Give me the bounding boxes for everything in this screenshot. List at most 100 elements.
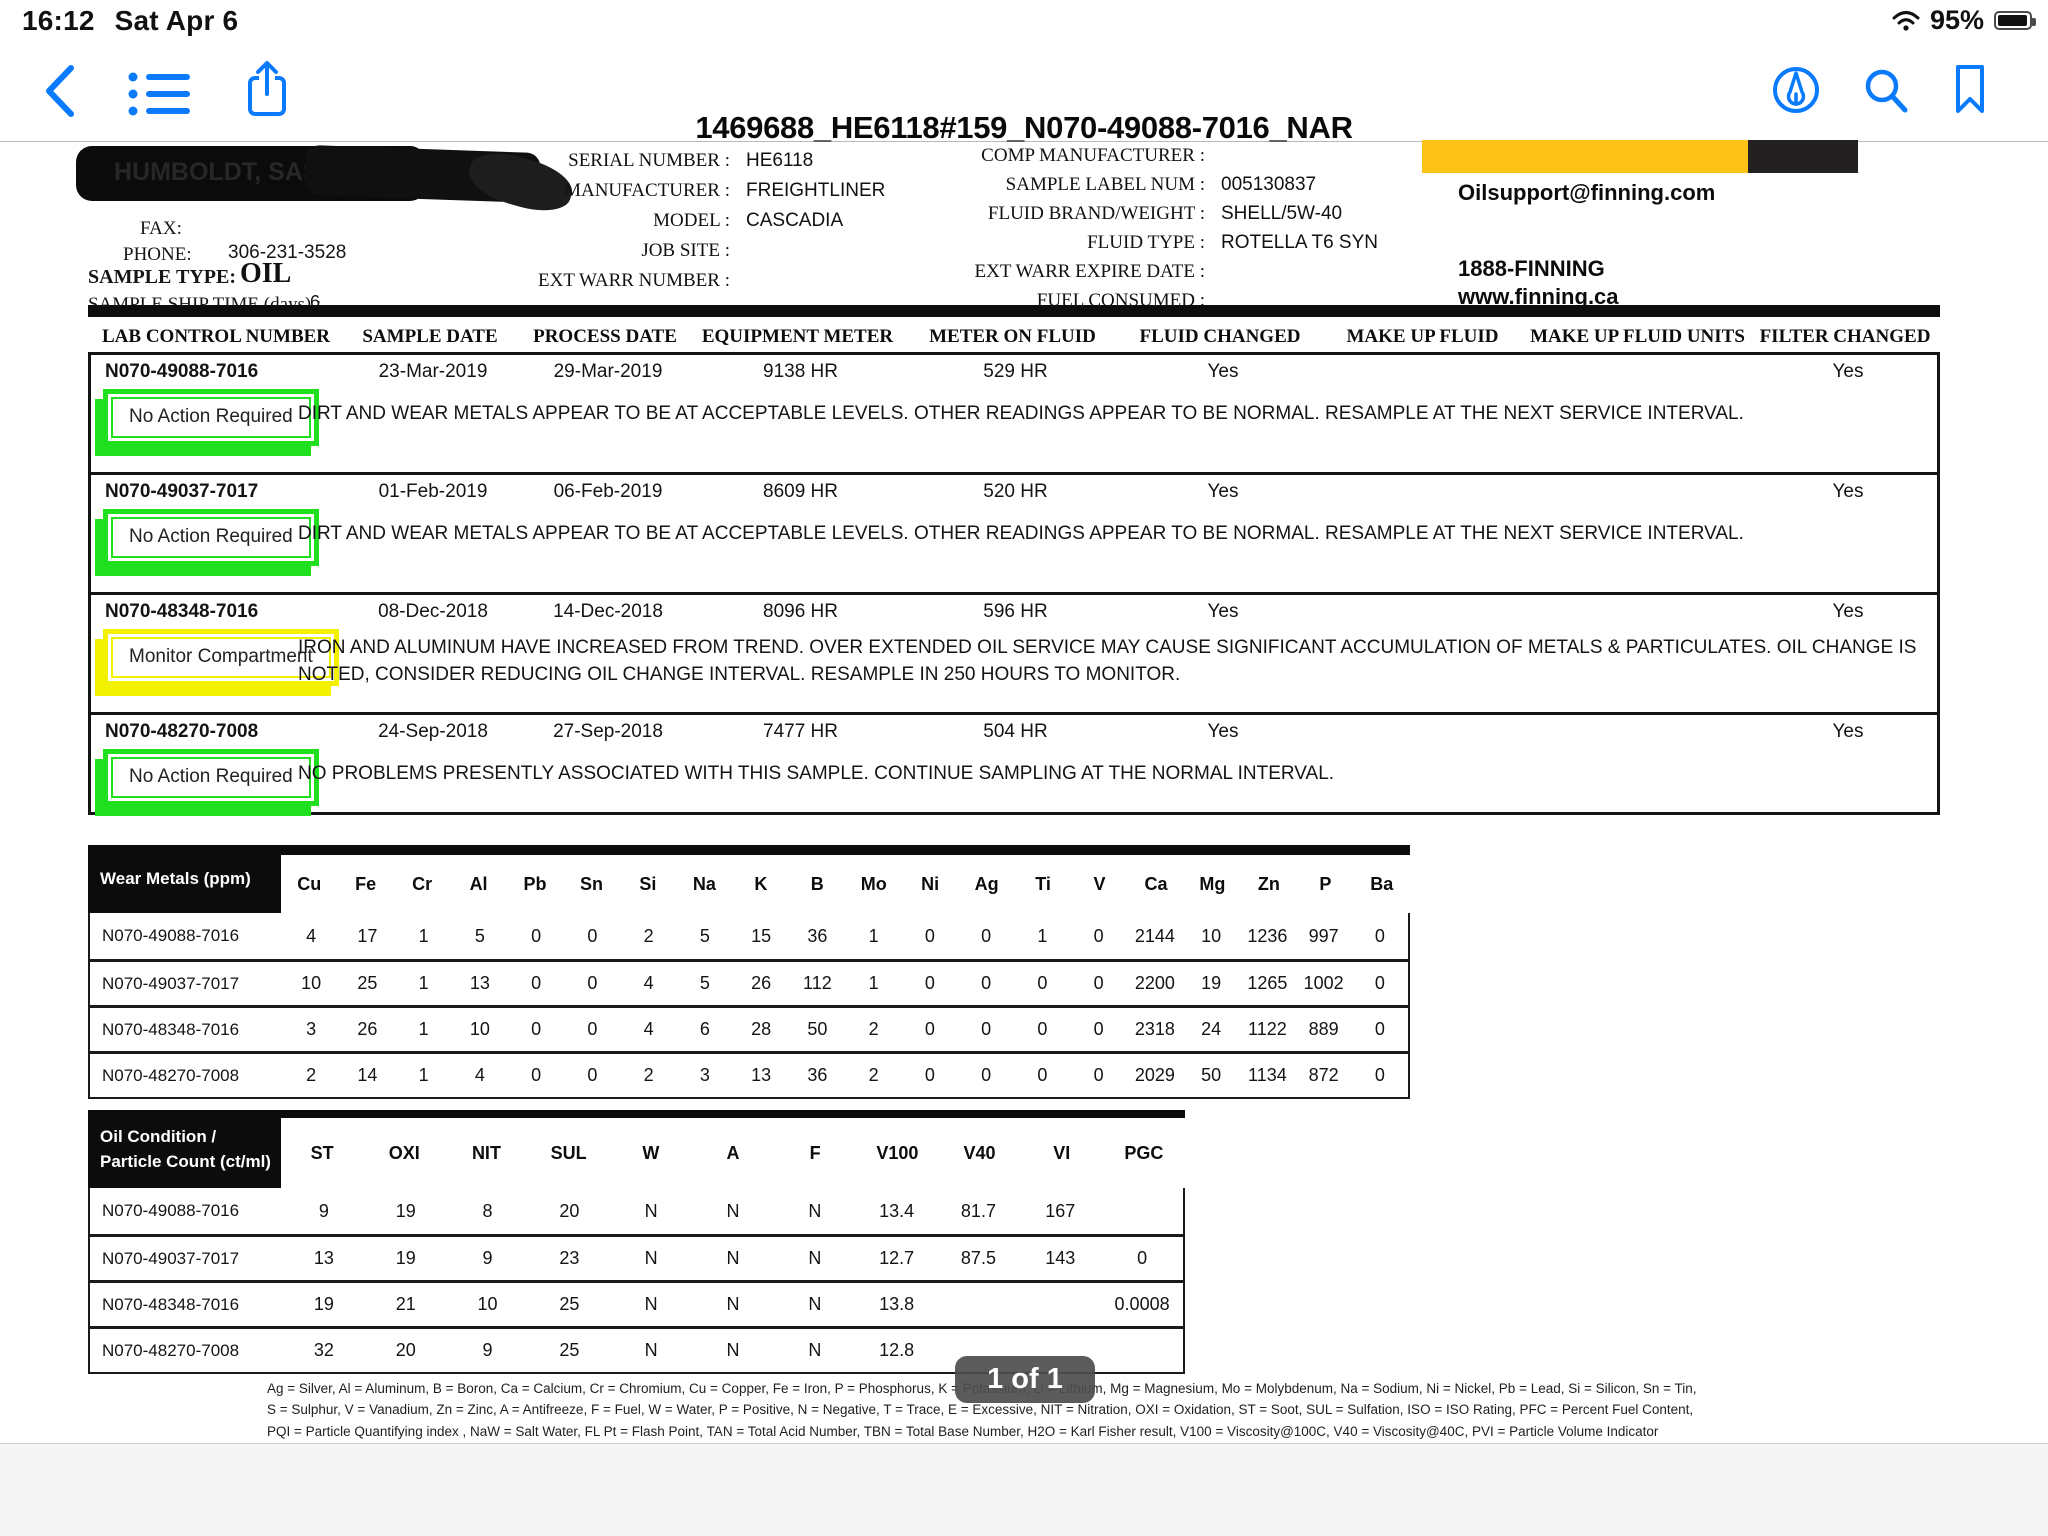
value-cell: 0 [587, 925, 598, 946]
value-cell: 4 [643, 973, 654, 993]
sample-sample-date: 08-Dec-2018 [378, 601, 488, 622]
column-header: LAB CONTROL NUMBER [102, 326, 331, 347]
value-cell: 5 [699, 973, 710, 993]
value-cell: N [726, 1340, 740, 1360]
header-field: EXT WARR EXPIRE DATE : [915, 261, 1378, 290]
sample-lab: N070-48270-7008 [105, 721, 259, 742]
column-header: SUL [550, 1142, 587, 1163]
header-field: MANUFACTURER : FREIGHTLINER [470, 180, 885, 210]
sample-process-date: 29-Mar-2019 [553, 361, 663, 382]
sample-section: N070-48348-7016 08-Dec-2018 14-Dec-2018 809… [91, 595, 1937, 715]
value-cell: 6 [699, 1019, 710, 1039]
value-cell: N [644, 1294, 658, 1314]
value-cell: 13.8 [879, 1294, 915, 1314]
value-cell: 9 [482, 1340, 493, 1360]
battery-percent: 95% [1929, 5, 1984, 35]
header-field-label: EXT WARR NUMBER : [538, 270, 730, 291]
value-cell: 0 [1374, 973, 1385, 993]
value-cell: 81.7 [960, 1200, 996, 1221]
wear-metals-header: Wear Metals (ppm) Cu Fe Cr Al Pb Sn Si Na K B Mo Ni… [88, 845, 1410, 913]
header-field-label: MANUFACTURER : [564, 180, 730, 201]
table-title-line: Oil Condition / [100, 1126, 217, 1146]
table-row: N070-49088-7016 9 19 8 20 N N N 13.4 81.7 167 [90, 1188, 1183, 1234]
oil-condition-header: Oil Condition / Particle Count (ct/ml) ST… [88, 1110, 1185, 1188]
value-cell: 36 [807, 1065, 828, 1085]
table-title-line: Wear Metals (ppm) [100, 869, 251, 889]
value-cell: 50 [807, 1019, 828, 1039]
value-cell: 9 [482, 1248, 493, 1268]
sample-section: N070-48270-7008 24-Sep-2018 27-Sep-2018 747… [91, 715, 1937, 815]
value-cell: N [644, 1340, 658, 1360]
column-header: P [1319, 873, 1332, 894]
value-cell: 0 [1374, 1019, 1385, 1039]
value-cell: 143 [1045, 1248, 1076, 1268]
column-header: FILTER CHANGED [1759, 326, 1931, 347]
column-header: V [1093, 873, 1106, 894]
column-header: Ag [974, 873, 999, 894]
status-bar: 16:12 Sat Apr 6 95% [0, 0, 2048, 40]
header-field-label: FLUID BRAND/WEIGHT : [987, 203, 1205, 224]
status-badge-label: No Action Required [111, 517, 311, 558]
value-cell: 0 [981, 1019, 992, 1039]
value-cell: 20 [395, 1340, 416, 1360]
value-cell: 0 [1093, 925, 1104, 946]
sample-process-date: 27-Sep-2018 [553, 721, 663, 742]
value-cell: 3 [699, 1065, 710, 1085]
column-header: Ti [1035, 873, 1051, 894]
sample-lab: N070-49037-7017 [105, 481, 259, 502]
value-cell: 0 [587, 1019, 598, 1039]
header-field-value: CASCADIA [746, 210, 844, 231]
table-row: N070-48348-7016 3 26 1 10 0 0 4 6 28 50 2 0 0 0 0 2318 24… [90, 1005, 1408, 1051]
share-icon[interactable] [243, 58, 291, 120]
sample-sample-date: 23-Mar-2019 [378, 361, 488, 382]
header-field-label: MODEL : [653, 210, 730, 231]
value-cell: 0 [981, 1065, 992, 1085]
fax-label: FAX: [140, 218, 182, 239]
value-cell: 0 [981, 925, 992, 946]
legend-line: S = Sulphur, V = Vanadium, Zn = Zinc, A … [267, 1402, 1694, 1418]
header-field-value: 005130837 [1221, 174, 1317, 195]
search-icon[interactable] [1862, 66, 1910, 116]
sample-filter-changed: Yes [1832, 481, 1864, 502]
back-icon[interactable] [42, 63, 76, 119]
value-cell: 1 [868, 925, 879, 946]
value-cell: 0 [1037, 973, 1048, 993]
column-header: V40 [963, 1142, 996, 1163]
sample-comment: DIRT AND WEAR METALS APPEAR TO BE AT ACC… [298, 403, 1744, 424]
value-cell: 0 [1037, 1019, 1048, 1039]
sample-data-row: N070-49088-7016 23-Mar-2019 29-Mar-2019 913… [91, 355, 1937, 383]
sample-make-up-fluid [1323, 361, 1528, 383]
table-row: N070-49088-7016 4 17 1 5 0 0 2 5 15 36 1 0 0 1 0 2144 10 1… [90, 913, 1408, 959]
header-field: EXT WARR NUMBER : [470, 270, 885, 300]
value-cell: 5 [699, 925, 710, 946]
value-cell: 25 [357, 973, 378, 993]
sample-lab: N070-48348-7016 [105, 601, 259, 622]
value-cell: 2 [643, 1065, 654, 1085]
status-badge-label: No Action Required [111, 397, 311, 438]
value-cell: 4 [474, 1065, 485, 1085]
value-cell: 0 [1093, 1019, 1104, 1039]
row-label: N070-48270-7008 [102, 1065, 240, 1085]
column-header: Na [692, 873, 716, 894]
sample-process-date: 14-Dec-2018 [553, 601, 663, 622]
value-cell: 12.8 [879, 1340, 915, 1360]
sample-make-up-fluid-units [1528, 601, 1753, 623]
section-divider [88, 305, 1940, 317]
value-cell: 19 [395, 1248, 416, 1268]
sample-fluid-changed: Yes [1207, 721, 1239, 742]
sample-sample-date: 24-Sep-2018 [378, 721, 488, 742]
bookmark-icon[interactable] [1950, 62, 1990, 116]
column-header: OXI [388, 1142, 420, 1163]
table-of-contents-icon[interactable] [128, 72, 192, 116]
value-cell: 0 [1093, 973, 1104, 993]
value-cell: 2144 [1134, 925, 1175, 946]
samples-table-header: LAB CONTROL NUMBER SAMPLE DATE PROCESS D… [88, 326, 1940, 348]
value-cell: 32 [313, 1340, 334, 1360]
status-indicators: 95% [1892, 5, 2036, 36]
legend-line: PQI = Particle Quantifying index , NaW =… [267, 1423, 1659, 1439]
header-field-label: SAMPLE LABEL NUM : [1005, 174, 1205, 195]
value-cell: N [808, 1294, 822, 1314]
value-cell: 19 [313, 1294, 334, 1314]
markup-icon[interactable] [1771, 64, 1821, 116]
